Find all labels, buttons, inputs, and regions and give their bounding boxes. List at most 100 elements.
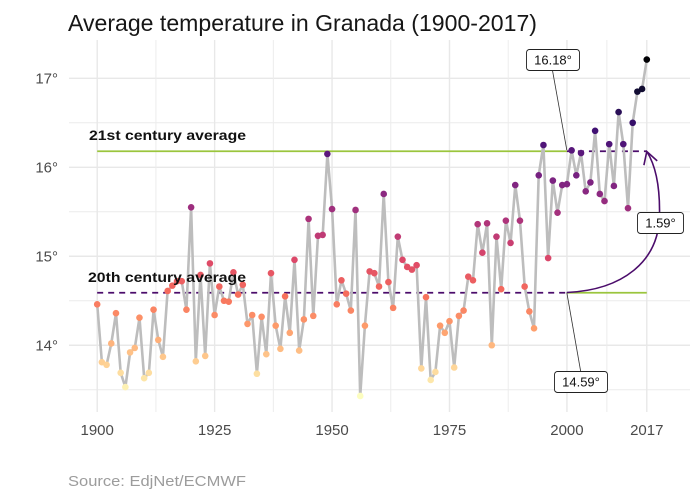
data-point [591,127,599,135]
data-point [234,291,242,298]
data-point [356,392,364,400]
data-point [361,322,369,329]
data-point [408,266,416,273]
x-tick-label: 2000 [550,422,583,439]
data-point [244,320,251,328]
data-point [582,187,590,195]
data-point [230,268,237,276]
data-point [460,307,467,314]
data-point [446,317,453,325]
data-point [112,309,120,317]
data-point [178,277,186,285]
axis-labels: 1900 1925 1950 1975 2000 2017 14° 15° 16° 17° [35,70,663,439]
data-point [488,341,496,349]
leader-line [566,292,582,372]
arrowhead-icon [643,149,658,166]
data-point [563,180,571,188]
data-point [206,260,214,267]
data-point [638,85,646,93]
data-point [122,383,129,391]
data-point [493,233,500,240]
data-point [535,171,543,179]
data-point [258,313,265,321]
data-point [145,369,153,377]
data-point [577,149,585,157]
x-tick-label: 1925 [198,422,231,439]
data-point [342,290,350,297]
data-point [511,181,519,189]
data-point [375,283,383,290]
annotation-21st-average-value: 16.18° [526,49,580,151]
data-point [573,171,580,179]
data-point [502,217,510,224]
data-point [554,209,561,216]
data-point [441,329,449,337]
data-point [305,215,312,223]
data-point [309,312,317,320]
data-point [272,322,279,329]
x-tick-label: 1950 [315,422,348,439]
y-tick-label: 14° [35,337,58,354]
y-tick-label: 16° [35,159,58,176]
data-point [201,352,209,360]
data-point [385,278,392,286]
data-point [300,316,308,323]
x-tick-label: 2017 [630,422,663,439]
data-point [281,293,289,300]
annotation-text: 16.18° [534,53,572,68]
data-point [187,204,195,211]
y-tick-label: 17° [35,70,58,87]
data-point [140,374,148,382]
annotation-box [554,371,608,393]
data-point [422,293,430,301]
label-21st-century-average: 21st century average [89,127,246,143]
data-point [464,273,472,281]
data-point [568,147,575,154]
data-point [619,140,627,148]
data-point [521,283,528,290]
data-point [107,340,115,347]
data-point [253,370,261,378]
data-point [371,269,378,277]
annotation-text: 1.59° [645,216,676,231]
data-point [150,306,157,313]
data-point [295,347,303,354]
data-point [474,220,481,228]
annotation-box [526,49,580,71]
data-point [483,220,491,227]
y-tick-label: 15° [35,248,58,265]
data-point [169,282,176,289]
data-point [469,276,477,284]
data-point [432,368,439,376]
x-tick-label: 1975 [433,422,466,439]
data-point [427,376,435,384]
data-point [347,307,355,314]
data-point [333,301,341,308]
data-point [126,349,134,356]
data-point [399,256,406,264]
data-point [530,325,538,332]
data-point [324,150,331,158]
data-point [450,364,458,371]
data-point [197,271,204,279]
data-point [380,190,388,198]
data-point [319,231,326,239]
data-point [544,254,552,262]
x-tick-label: 1900 [80,422,113,439]
data-point [526,308,533,315]
data-point [413,261,420,269]
data-point [267,269,275,277]
annotation-box [637,212,684,234]
data-point [601,197,608,205]
data-point [154,336,162,344]
data-point [479,249,486,256]
data-point [615,108,622,116]
annotation-text: 14.59° [562,375,600,390]
data-point [93,301,101,308]
data-point [605,140,613,148]
source-caption: Source: EdjNet/ECMWF [68,473,246,490]
gridlines [69,40,690,412]
data-point [173,277,181,285]
